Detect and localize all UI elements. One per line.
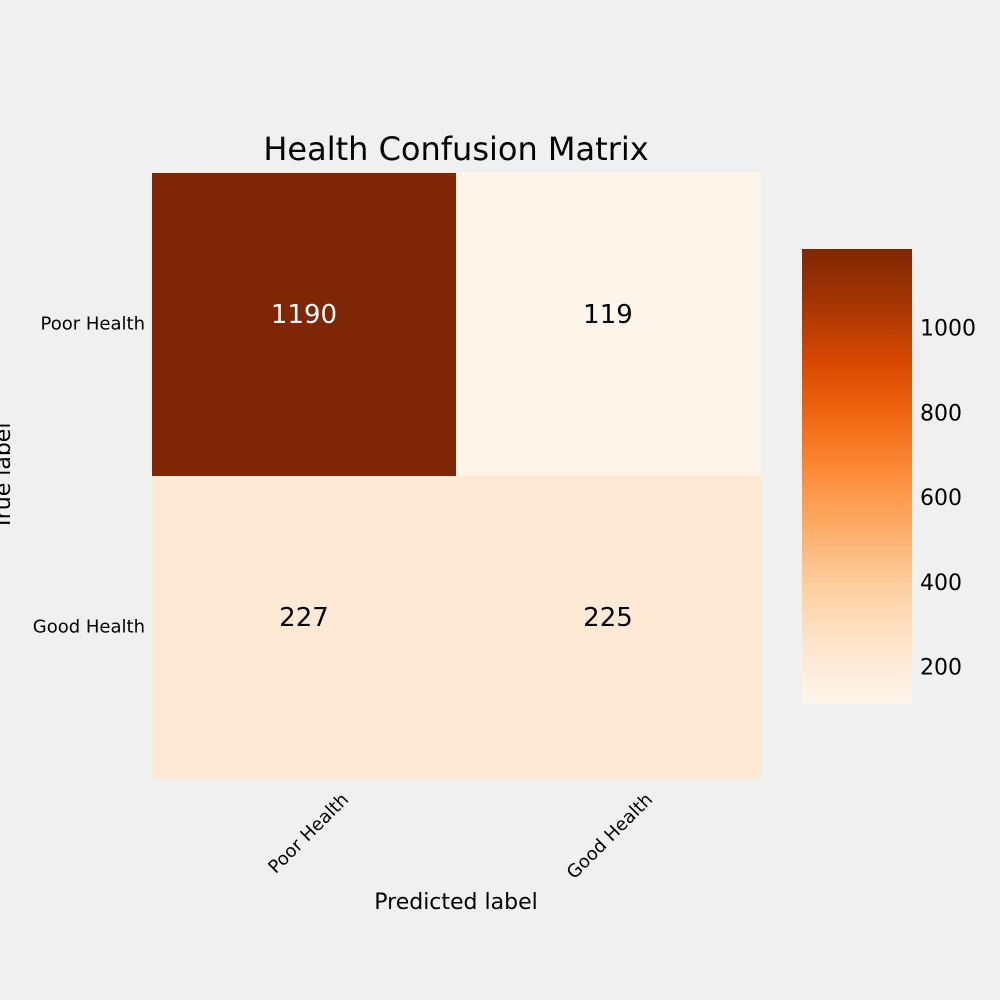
- x-tick-label: Poor Health: [264, 789, 353, 878]
- cell-value: 225: [583, 603, 633, 633]
- y-axis-label: True label: [0, 423, 16, 531]
- colorbar-tick-label: 1000: [920, 317, 976, 342]
- colorbar: [802, 249, 912, 703]
- y-tick-label: Good Health: [33, 617, 145, 638]
- colorbar-tick-label: 800: [920, 401, 962, 426]
- cell-value: 119: [583, 300, 633, 330]
- x-tick-label: Good Health: [563, 789, 657, 883]
- cell-value: 227: [279, 603, 329, 633]
- heatmap-cell: [456, 173, 761, 477]
- cell-value: 1190: [271, 300, 337, 330]
- heatmap-cell: [152, 173, 457, 477]
- colorbar-tick-label: 200: [920, 656, 962, 681]
- heatmap-cell: [456, 476, 761, 780]
- colorbar-tick-label: 600: [920, 486, 962, 511]
- x-axis-label: Predicted label: [374, 890, 537, 915]
- y-tick-label: Poor Health: [41, 314, 145, 335]
- colorbar-tick-label: 400: [920, 571, 962, 596]
- heatmap-cell: [152, 476, 457, 780]
- chart-title: Health Confusion Matrix: [263, 130, 648, 168]
